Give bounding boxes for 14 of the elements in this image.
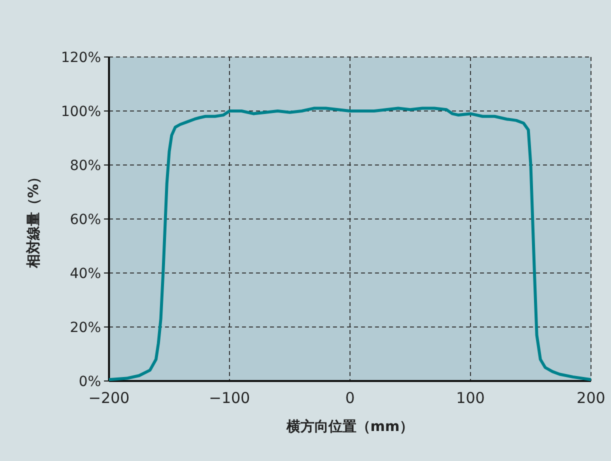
y-tick-label: 40% <box>70 266 101 282</box>
y-tick-label: 60% <box>70 212 101 228</box>
y-tick-label: 120% <box>60 50 101 66</box>
y-tick-label: 20% <box>70 320 101 336</box>
x-tick-label: 200 <box>576 389 606 407</box>
y-tick-label: 0% <box>78 374 101 390</box>
x-tick-label: 100 <box>456 389 485 407</box>
x-tick-label: 0 <box>345 389 355 407</box>
y-axis-title: 相対線量（%） <box>25 170 42 270</box>
x-tick-label: −100 <box>208 389 250 407</box>
x-axis-title: 横方向位置（mm） <box>285 418 414 435</box>
y-tick-label: 100% <box>60 104 101 120</box>
y-tick-label: 80% <box>70 158 101 174</box>
x-tick-label: −200 <box>88 389 130 407</box>
